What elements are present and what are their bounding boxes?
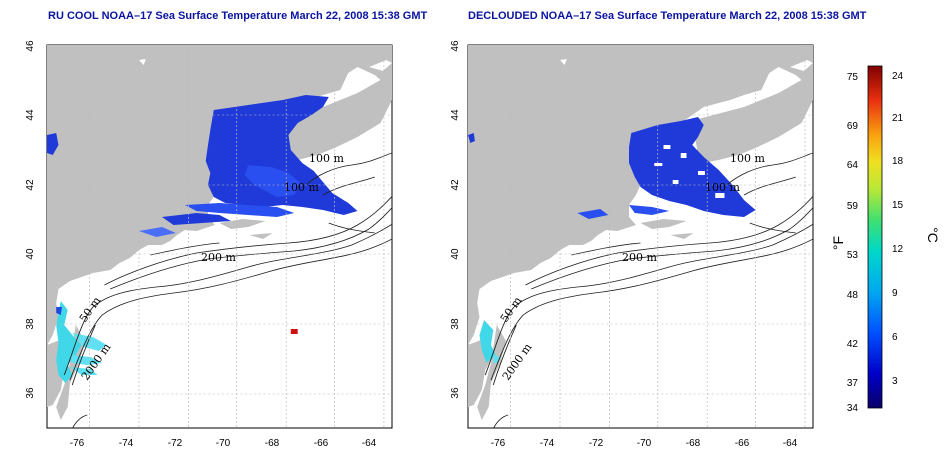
celsius-tick-label: 15: [892, 200, 904, 211]
left-sst-warm-outlier: [290, 329, 298, 334]
colorbar-fahrenheit-ticks: 75 69 64 59 53 48 42 37 34: [847, 72, 859, 414]
lat-tick-label: 42: [450, 179, 461, 191]
fahrenheit-unit-label: °F: [830, 236, 846, 250]
right-cloud-gaps: [654, 145, 725, 198]
lon-tick-label: -64: [362, 438, 377, 449]
lat-tick-label: 40: [25, 248, 36, 260]
celsius-tick-label: 6: [892, 332, 898, 343]
contour-label: 100 m: [730, 152, 765, 165]
right-grid: [468, 45, 813, 428]
left-map-panel: 100 m 100 m 200 m 50 m 2000 m: [46, 44, 393, 429]
lon-tick-label: -76: [491, 438, 506, 449]
lon-tick-label: -64: [783, 438, 798, 449]
lat-tick-label: 40: [450, 248, 461, 260]
celsius-tick-label: 24: [892, 71, 904, 82]
contour-label: 100 m: [284, 181, 319, 194]
lon-tick-label: -72: [168, 438, 183, 449]
left-contour-labels: 100 m 100 m 200 m 50 m 2000 m: [77, 152, 345, 383]
lon-tick-label: -74: [119, 438, 134, 449]
lon-tick-label: -66: [735, 438, 750, 449]
right-sst-cold-region: [468, 117, 756, 219]
lon-tick-label: -76: [70, 438, 85, 449]
lon-tick-label: -68: [265, 438, 280, 449]
celsius-tick-label: 21: [892, 113, 904, 124]
left-lon-axis: -76 -74 -72 -70 -68 -66 -64: [70, 438, 377, 449]
lat-tick-label: 36: [25, 387, 36, 399]
lon-tick-label: -68: [686, 438, 701, 449]
lon-tick-label: -74: [540, 438, 555, 449]
lat-tick-label: 42: [25, 179, 36, 191]
left-lat-axis: 36 38 40 42 44 46: [25, 40, 36, 399]
right-map-panel: 100 m 100 m 200 m 50 m 2000 m: [467, 44, 814, 429]
right-lat-axis: 36 38 40 42 44 46: [450, 40, 461, 399]
contour-label: 100 m: [705, 181, 740, 194]
contour-label: 100 m: [309, 152, 344, 165]
lon-tick-label: -70: [637, 438, 652, 449]
fahrenheit-tick-label: 69: [847, 121, 859, 132]
fahrenheit-tick-label: 59: [847, 201, 859, 212]
celsius-tick-label: 9: [892, 288, 898, 299]
lat-tick-label: 46: [450, 40, 461, 52]
lat-tick-label: 36: [450, 387, 461, 399]
left-map-title: RU COOL NOAA–17 Sea Surface Temperature …: [48, 10, 428, 22]
contour-label: 200 m: [622, 251, 657, 264]
lon-tick-label: -72: [589, 438, 604, 449]
lat-tick-label: 38: [450, 318, 461, 330]
fahrenheit-tick-label: 64: [847, 160, 859, 171]
fahrenheit-tick-label: 53: [847, 250, 859, 261]
fahrenheit-tick-label: 42: [847, 339, 859, 350]
colorbar-gradient: [867, 65, 883, 409]
lon-tick-label: -70: [216, 438, 231, 449]
contour-label: 200 m: [201, 251, 236, 264]
lat-tick-label: 46: [25, 40, 36, 52]
lat-tick-label: 44: [25, 109, 36, 121]
right-lon-axis: -76 -74 -72 -70 -68 -66 -64: [491, 438, 798, 449]
celsius-tick-label: 18: [892, 156, 904, 167]
left-grid: [47, 45, 392, 428]
celsius-unit-label: °C: [925, 227, 941, 243]
fahrenheit-tick-label: 37: [847, 378, 859, 389]
sst-colorbar: 75 69 64 59 53 48 42 37 34 24 21 18 15 1…: [830, 65, 941, 414]
celsius-tick-label: 12: [892, 244, 904, 255]
fahrenheit-tick-label: 75: [847, 72, 859, 83]
lat-tick-label: 38: [25, 318, 36, 330]
celsius-tick-label: 3: [892, 376, 898, 387]
lat-tick-label: 44: [450, 109, 461, 121]
right-map-title: DECLOUDED NOAA–17 Sea Surface Temperatur…: [468, 10, 867, 22]
fahrenheit-tick-label: 48: [847, 290, 859, 301]
colorbar-celsius-ticks: 24 21 18 15 12 9 6 3: [892, 71, 904, 387]
lon-tick-label: -66: [314, 438, 329, 449]
fahrenheit-tick-label: 34: [847, 403, 859, 414]
